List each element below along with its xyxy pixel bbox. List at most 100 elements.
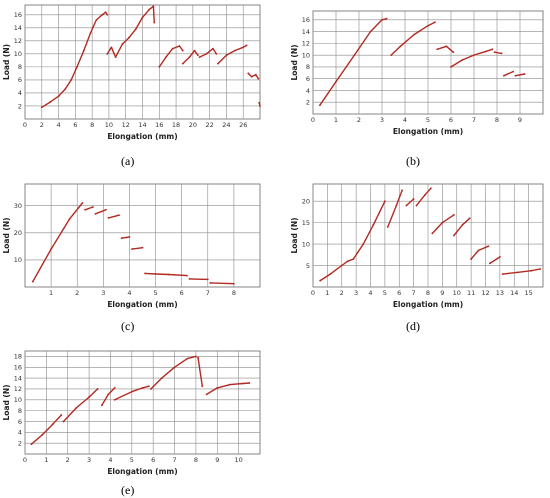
series-segment-6 [503,70,514,77]
y-tick-label: 15 [302,219,310,227]
plot-frame [24,183,261,288]
y-tick-label: 20 [302,197,310,205]
y-axis-label: Load (N) [290,44,299,80]
data-point [152,5,155,8]
data-point [250,75,253,78]
data-point [514,74,517,77]
data-point [352,258,355,261]
data-point [95,19,98,21]
data-point [134,28,137,31]
data-point [500,52,503,55]
y-tick-label: 8 [306,63,310,71]
data-point [154,273,157,275]
data-point [206,278,209,281]
data-point [335,80,337,83]
y-tick-label: 6 [18,76,22,84]
data-point [40,106,43,109]
data-point [144,272,147,275]
data-point [216,386,219,389]
data-point [445,45,448,48]
x-tick-label: 8 [194,456,198,464]
data-point [399,45,402,48]
series-segment-8 [188,278,209,281]
data-point [88,396,90,398]
y-tick-label: 10 [14,256,22,264]
data-point [501,273,504,276]
series-segment-1 [30,414,62,445]
x-tick-label: 8 [232,289,236,297]
data-point [247,72,250,75]
data-point [259,105,261,107]
x-tick-label: 18 [172,121,180,129]
data-point [131,248,133,250]
series-segment-2 [106,5,155,58]
x-tick-label: 3 [380,116,384,124]
data-point [412,198,415,200]
data-point [487,245,490,248]
data-point [319,104,321,107]
data-point [395,204,398,207]
data-point [201,385,204,388]
data-point [153,21,156,24]
data-point [484,50,487,53]
series-segment-5 [198,47,218,58]
data-point [188,277,191,280]
data-point [257,77,260,80]
x-tick-label: 2 [357,116,361,124]
data-point [441,221,444,224]
y-tick-label: 4 [18,89,22,97]
x-tick-label: 2 [340,289,344,297]
y-tick-label: 2 [18,439,22,447]
data-point [188,56,191,59]
data-point [461,223,464,226]
data-point [461,58,464,61]
data-point [205,52,208,55]
series-segment-7 [247,72,259,80]
x-tick-label: 22 [206,121,214,129]
data-point [452,214,455,216]
x-tick-label: 11 [467,289,475,297]
data-point [503,74,505,77]
series-segment-6 [197,356,203,387]
data-point [96,388,99,390]
x-tick-label: 2 [66,456,70,464]
data-point [369,30,372,33]
data-point [130,390,133,393]
x-tick-label: 3 [101,289,105,297]
data-point [401,189,404,192]
data-point [193,49,196,52]
x-tick-label: 4 [127,289,131,297]
y-tick-label: 10 [302,240,310,248]
y-tick-label: 8 [18,407,22,415]
x-tick-label: 7 [206,289,210,297]
x-tick-label: 6 [449,116,453,124]
data-point [198,56,201,59]
x-tick-label: 9 [518,116,522,124]
x-axis-label: Elongation (mm) [393,127,463,136]
x-axis-label: Elongation (mm) [393,300,463,309]
data-point [197,356,199,359]
data-point [229,383,231,386]
data-point [452,51,455,54]
y-tick-label: 12 [14,37,22,45]
x-tick-label: 3 [87,456,91,464]
data-point [488,262,491,265]
x-tick-label: 4 [368,289,372,297]
y-tick-label: 18 [14,353,22,361]
series-segment-1 [319,200,386,282]
data-point [450,66,452,68]
data-point [424,193,427,196]
y-tick-label: 6 [18,418,22,426]
series-segment-3 [405,198,415,207]
y-tick-label: 30 [14,202,22,210]
series-segment-3 [94,209,107,215]
data-point [173,366,176,369]
data-point [70,79,73,81]
data-point [186,357,189,360]
data-point [120,237,123,240]
series-segment-5 [120,236,131,239]
data-point [41,434,43,436]
y-tick-label: 12 [14,385,22,393]
x-tick-label: 6 [397,289,401,297]
series-segment-7 [144,272,188,277]
